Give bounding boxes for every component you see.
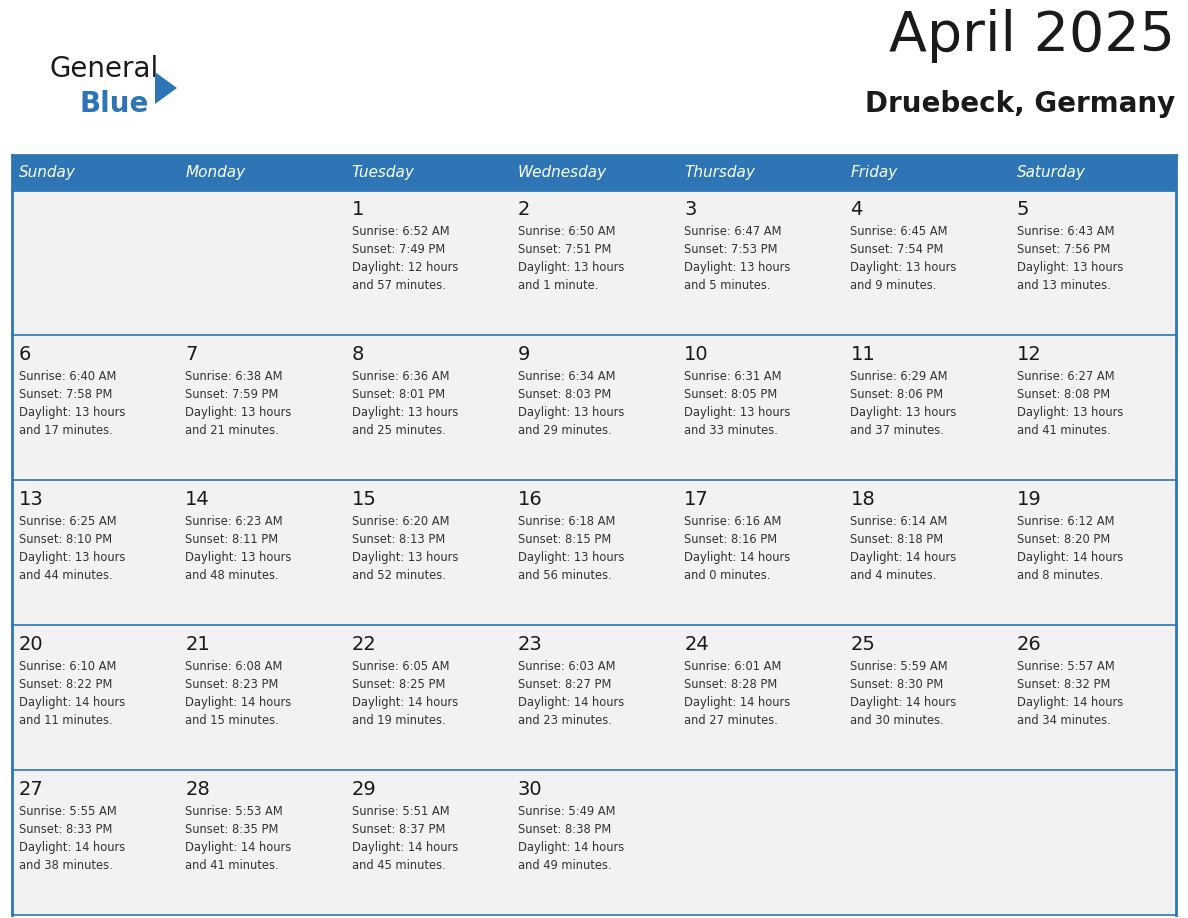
Text: Sunrise: 6:08 AM
Sunset: 8:23 PM
Daylight: 14 hours
and 15 minutes.: Sunrise: 6:08 AM Sunset: 8:23 PM Dayligh… (185, 660, 291, 727)
Text: 17: 17 (684, 490, 709, 509)
Bar (345, 155, 511, 190)
Text: 12: 12 (1017, 345, 1042, 364)
Text: Sunrise: 6:18 AM
Sunset: 8:15 PM
Daylight: 13 hours
and 56 minutes.: Sunrise: 6:18 AM Sunset: 8:15 PM Dayligh… (518, 515, 624, 582)
Bar (12, 770, 1176, 915)
Text: Sunrise: 6:40 AM
Sunset: 7:58 PM
Daylight: 13 hours
and 17 minutes.: Sunrise: 6:40 AM Sunset: 7:58 PM Dayligh… (19, 370, 126, 437)
Bar (12, 625, 1176, 770)
Text: 27: 27 (19, 780, 44, 799)
Bar (12, 480, 1176, 625)
Text: 14: 14 (185, 490, 210, 509)
Text: Sunrise: 6:52 AM
Sunset: 7:49 PM
Daylight: 12 hours
and 57 minutes.: Sunrise: 6:52 AM Sunset: 7:49 PM Dayligh… (352, 225, 457, 292)
Text: Sunrise: 6:16 AM
Sunset: 8:16 PM
Daylight: 14 hours
and 0 minutes.: Sunrise: 6:16 AM Sunset: 8:16 PM Dayligh… (684, 515, 790, 582)
Text: 2: 2 (518, 200, 530, 219)
Text: 9: 9 (518, 345, 530, 364)
Text: 1: 1 (352, 200, 364, 219)
Text: 16: 16 (518, 490, 543, 509)
Text: 23: 23 (518, 635, 543, 654)
Text: Sunrise: 6:23 AM
Sunset: 8:11 PM
Daylight: 13 hours
and 48 minutes.: Sunrise: 6:23 AM Sunset: 8:11 PM Dayligh… (185, 515, 292, 582)
Text: Sunrise: 5:51 AM
Sunset: 8:37 PM
Daylight: 14 hours
and 45 minutes.: Sunrise: 5:51 AM Sunset: 8:37 PM Dayligh… (352, 805, 457, 872)
Text: Sunrise: 6:01 AM
Sunset: 8:28 PM
Daylight: 14 hours
and 27 minutes.: Sunrise: 6:01 AM Sunset: 8:28 PM Dayligh… (684, 660, 790, 727)
Polygon shape (154, 72, 177, 104)
Text: 26: 26 (1017, 635, 1042, 654)
Bar (12, 335, 1176, 480)
Text: 3: 3 (684, 200, 696, 219)
Text: Sunrise: 6:05 AM
Sunset: 8:25 PM
Daylight: 14 hours
and 19 minutes.: Sunrise: 6:05 AM Sunset: 8:25 PM Dayligh… (352, 660, 457, 727)
Text: 6: 6 (19, 345, 31, 364)
Text: Sunrise: 6:34 AM
Sunset: 8:03 PM
Daylight: 13 hours
and 29 minutes.: Sunrise: 6:34 AM Sunset: 8:03 PM Dayligh… (518, 370, 624, 437)
Text: 28: 28 (185, 780, 210, 799)
Text: Sunrise: 6:03 AM
Sunset: 8:27 PM
Daylight: 14 hours
and 23 minutes.: Sunrise: 6:03 AM Sunset: 8:27 PM Dayligh… (518, 660, 624, 727)
Text: Sunrise: 5:49 AM
Sunset: 8:38 PM
Daylight: 14 hours
and 49 minutes.: Sunrise: 5:49 AM Sunset: 8:38 PM Dayligh… (518, 805, 624, 872)
Text: 19: 19 (1017, 490, 1042, 509)
Text: Druebeck, Germany: Druebeck, Germany (865, 90, 1175, 118)
Text: General: General (50, 55, 159, 83)
Text: Thursday: Thursday (684, 165, 756, 180)
Text: Sunrise: 6:47 AM
Sunset: 7:53 PM
Daylight: 13 hours
and 5 minutes.: Sunrise: 6:47 AM Sunset: 7:53 PM Dayligh… (684, 225, 790, 292)
Text: 4: 4 (851, 200, 862, 219)
Bar (1010, 155, 1176, 190)
Text: Sunrise: 5:59 AM
Sunset: 8:30 PM
Daylight: 14 hours
and 30 minutes.: Sunrise: 5:59 AM Sunset: 8:30 PM Dayligh… (851, 660, 956, 727)
Text: 29: 29 (352, 780, 377, 799)
Text: 11: 11 (851, 345, 876, 364)
Text: Sunrise: 6:20 AM
Sunset: 8:13 PM
Daylight: 13 hours
and 52 minutes.: Sunrise: 6:20 AM Sunset: 8:13 PM Dayligh… (352, 515, 457, 582)
Text: Sunrise: 6:27 AM
Sunset: 8:08 PM
Daylight: 13 hours
and 41 minutes.: Sunrise: 6:27 AM Sunset: 8:08 PM Dayligh… (1017, 370, 1123, 437)
Text: Saturday: Saturday (1017, 165, 1086, 180)
Text: 20: 20 (19, 635, 44, 654)
Text: 22: 22 (352, 635, 377, 654)
Text: 10: 10 (684, 345, 709, 364)
Bar (12, 155, 178, 190)
Bar (178, 155, 345, 190)
Text: Monday: Monday (185, 165, 246, 180)
Text: 18: 18 (851, 490, 876, 509)
Text: Sunrise: 6:38 AM
Sunset: 7:59 PM
Daylight: 13 hours
and 21 minutes.: Sunrise: 6:38 AM Sunset: 7:59 PM Dayligh… (185, 370, 292, 437)
Text: 24: 24 (684, 635, 709, 654)
Text: Sunrise: 6:31 AM
Sunset: 8:05 PM
Daylight: 13 hours
and 33 minutes.: Sunrise: 6:31 AM Sunset: 8:05 PM Dayligh… (684, 370, 790, 437)
Text: Blue: Blue (80, 90, 150, 118)
Text: Sunrise: 5:57 AM
Sunset: 8:32 PM
Daylight: 14 hours
and 34 minutes.: Sunrise: 5:57 AM Sunset: 8:32 PM Dayligh… (1017, 660, 1123, 727)
Text: Sunrise: 6:14 AM
Sunset: 8:18 PM
Daylight: 14 hours
and 4 minutes.: Sunrise: 6:14 AM Sunset: 8:18 PM Dayligh… (851, 515, 956, 582)
Text: 15: 15 (352, 490, 377, 509)
Bar (843, 155, 1010, 190)
Text: 5: 5 (1017, 200, 1029, 219)
Text: Sunrise: 6:45 AM
Sunset: 7:54 PM
Daylight: 13 hours
and 9 minutes.: Sunrise: 6:45 AM Sunset: 7:54 PM Dayligh… (851, 225, 956, 292)
Bar (677, 155, 843, 190)
Text: Sunday: Sunday (19, 165, 76, 180)
Text: Tuesday: Tuesday (352, 165, 415, 180)
Text: Sunrise: 6:25 AM
Sunset: 8:10 PM
Daylight: 13 hours
and 44 minutes.: Sunrise: 6:25 AM Sunset: 8:10 PM Dayligh… (19, 515, 126, 582)
Text: 13: 13 (19, 490, 44, 509)
Text: Friday: Friday (851, 165, 898, 180)
Bar (12, 190, 1176, 335)
Text: Wednesday: Wednesday (518, 165, 607, 180)
Text: Sunrise: 6:29 AM
Sunset: 8:06 PM
Daylight: 13 hours
and 37 minutes.: Sunrise: 6:29 AM Sunset: 8:06 PM Dayligh… (851, 370, 956, 437)
Bar (511, 155, 677, 190)
Text: Sunrise: 6:10 AM
Sunset: 8:22 PM
Daylight: 14 hours
and 11 minutes.: Sunrise: 6:10 AM Sunset: 8:22 PM Dayligh… (19, 660, 125, 727)
Text: 30: 30 (518, 780, 543, 799)
Text: 25: 25 (851, 635, 876, 654)
Text: Sunrise: 6:36 AM
Sunset: 8:01 PM
Daylight: 13 hours
and 25 minutes.: Sunrise: 6:36 AM Sunset: 8:01 PM Dayligh… (352, 370, 457, 437)
Text: Sunrise: 6:50 AM
Sunset: 7:51 PM
Daylight: 13 hours
and 1 minute.: Sunrise: 6:50 AM Sunset: 7:51 PM Dayligh… (518, 225, 624, 292)
Text: 7: 7 (185, 345, 197, 364)
Text: April 2025: April 2025 (889, 9, 1175, 63)
Text: Sunrise: 5:53 AM
Sunset: 8:35 PM
Daylight: 14 hours
and 41 minutes.: Sunrise: 5:53 AM Sunset: 8:35 PM Dayligh… (185, 805, 291, 872)
Text: 21: 21 (185, 635, 210, 654)
Text: Sunrise: 5:55 AM
Sunset: 8:33 PM
Daylight: 14 hours
and 38 minutes.: Sunrise: 5:55 AM Sunset: 8:33 PM Dayligh… (19, 805, 125, 872)
Text: Sunrise: 6:12 AM
Sunset: 8:20 PM
Daylight: 14 hours
and 8 minutes.: Sunrise: 6:12 AM Sunset: 8:20 PM Dayligh… (1017, 515, 1123, 582)
Text: 8: 8 (352, 345, 364, 364)
Text: Sunrise: 6:43 AM
Sunset: 7:56 PM
Daylight: 13 hours
and 13 minutes.: Sunrise: 6:43 AM Sunset: 7:56 PM Dayligh… (1017, 225, 1123, 292)
